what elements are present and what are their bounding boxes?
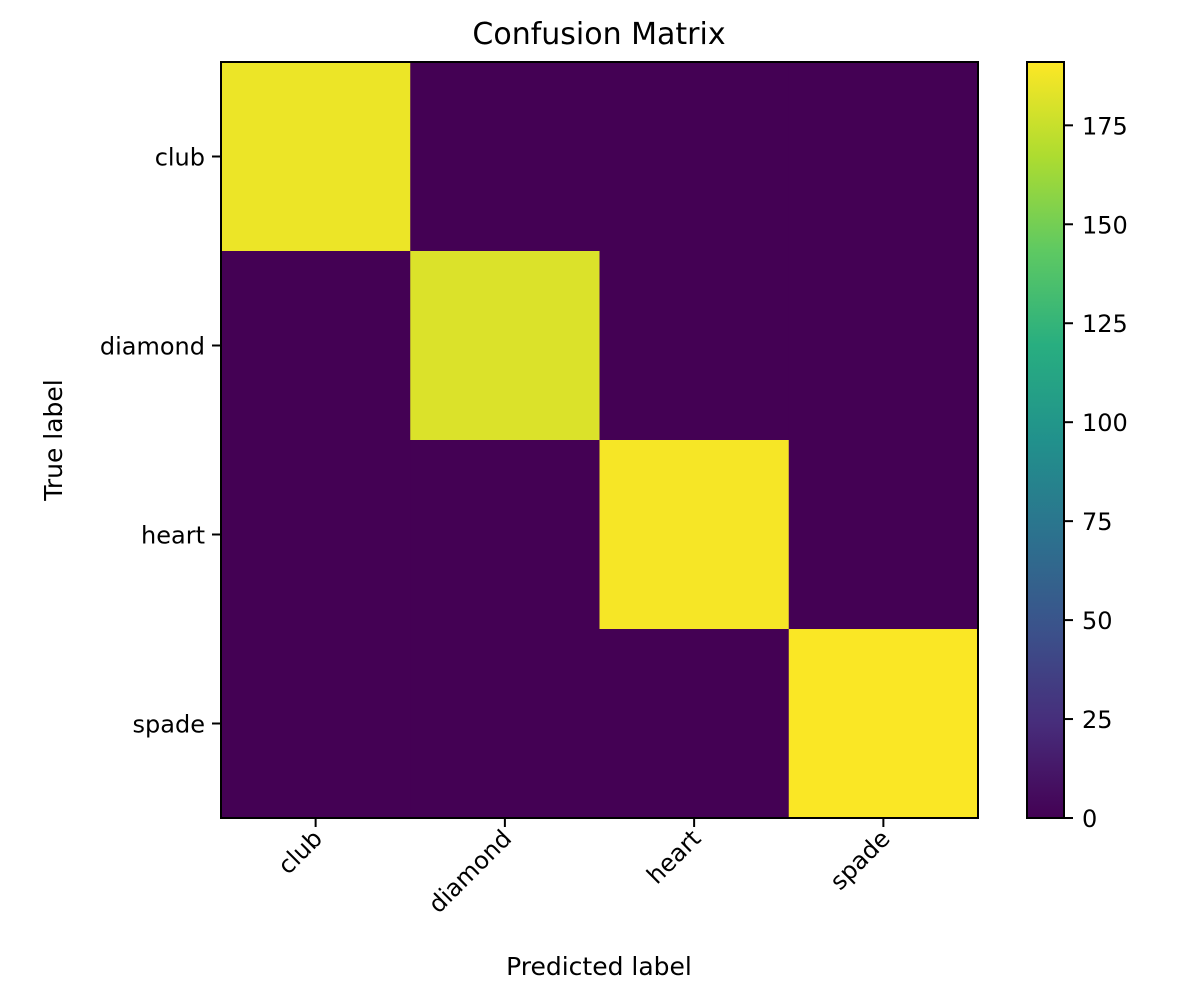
colorbar-tick-label: 25 (1082, 706, 1113, 734)
colorbar-ticks: 0 25 50 75 100 125 150 175 (1064, 112, 1128, 833)
chart-title: Confusion Matrix (472, 17, 725, 52)
heatmap-cell-diamond-spade (788, 251, 979, 441)
colorbar-tick-label: 50 (1082, 607, 1113, 635)
heatmap-cell-heart-heart (599, 440, 790, 630)
heatmap-cell-diamond-heart (599, 251, 790, 441)
y-tick-label: diamond (100, 333, 205, 361)
heatmap-cell-heart-club (221, 440, 411, 630)
x-tick-label: club (272, 824, 327, 879)
heatmap-cell-heart-diamond (410, 440, 600, 630)
x-tick-label: diamond (423, 824, 517, 918)
heatmap-cell-club-club (221, 62, 411, 252)
heatmap-cell-heart-spade (788, 440, 979, 630)
x-axis-ticks: club diamond heart spade (272, 818, 896, 919)
colorbar (1026, 61, 1065, 819)
x-tick-label: heart (641, 824, 706, 889)
plot-frame (220, 61, 979, 819)
colorbar-tick-label: 125 (1082, 310, 1128, 338)
colorbar-tick-label: 75 (1082, 508, 1113, 536)
heatmap-cell-spade-spade (788, 629, 979, 819)
heatmap-cell-diamond-diamond (410, 251, 600, 441)
y-tick-label: spade (133, 711, 205, 739)
colorbar-tick-label: 0 (1082, 805, 1097, 833)
heatmap-cell-diamond-club (221, 251, 411, 441)
heatmap-cells (221, 62, 979, 819)
x-axis-label: Predicted label (506, 952, 692, 981)
heatmap-cell-club-diamond (410, 62, 600, 252)
x-tick-label: spade (825, 824, 896, 895)
colorbar-tick-label: 100 (1082, 409, 1128, 437)
heatmap-cell-spade-heart (599, 629, 790, 819)
heatmap-cell-spade-club (221, 629, 411, 819)
colorbar-tick-label: 150 (1082, 211, 1128, 239)
colorbar-tick-label: 175 (1082, 112, 1128, 140)
y-tick-label: heart (141, 522, 205, 550)
heatmap-cell-club-spade (788, 62, 979, 252)
heatmap-cell-club-heart (599, 62, 790, 252)
heatmap-cell-spade-diamond (410, 629, 600, 819)
y-axis-label: True label (39, 379, 68, 502)
y-tick-label: club (155, 144, 205, 172)
y-axis-ticks: club diamond heart spade (100, 144, 221, 739)
